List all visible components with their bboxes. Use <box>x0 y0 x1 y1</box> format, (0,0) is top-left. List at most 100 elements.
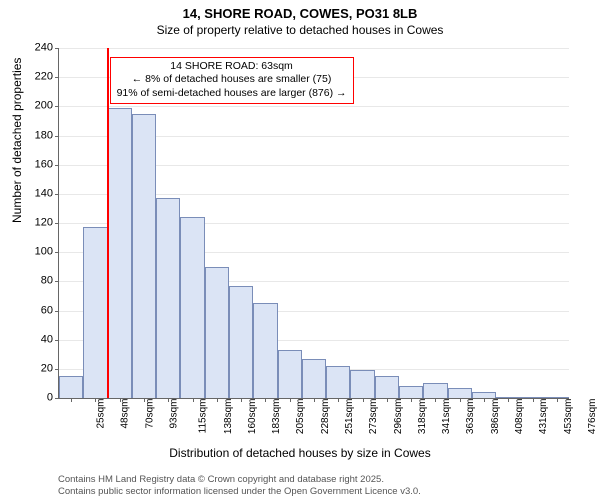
ytick-label: 180 <box>13 130 53 141</box>
histogram-bar <box>278 350 302 398</box>
ytick-mark <box>55 194 59 195</box>
xtick-mark <box>168 398 169 402</box>
histogram-bar <box>399 386 423 398</box>
xtick-label: 48sqm <box>120 399 131 429</box>
gridline <box>59 48 569 49</box>
xtick-mark <box>71 398 72 402</box>
ytick-mark <box>55 165 59 166</box>
xtick-label: 251sqm <box>344 399 355 435</box>
ytick-label: 120 <box>13 218 53 229</box>
histogram-bar <box>108 108 132 398</box>
xtick-label: 453sqm <box>563 399 574 435</box>
marker-line <box>107 48 109 398</box>
xtick-mark <box>484 398 485 402</box>
xtick-label: 138sqm <box>223 399 234 435</box>
ytick-mark <box>55 252 59 253</box>
annotation-line: 14 SHORE ROAD: 63sqm <box>117 60 347 74</box>
xtick-label: 228sqm <box>320 399 331 435</box>
histogram-bar <box>156 198 180 398</box>
ytick-label: 80 <box>13 276 53 287</box>
xtick-mark <box>435 398 436 402</box>
ytick-mark <box>55 398 59 399</box>
ytick-label: 240 <box>13 43 53 54</box>
annotation-line: 91% of semi-detached houses are larger (… <box>117 87 347 101</box>
histogram-bar <box>375 376 399 398</box>
ytick-mark <box>55 136 59 137</box>
xtick-label: 408sqm <box>514 399 525 435</box>
xtick-mark <box>508 398 509 402</box>
annotation-line: ← 8% of detached houses are smaller (75) <box>117 73 347 87</box>
xtick-mark <box>265 398 266 402</box>
chart-subtitle: Size of property relative to detached ho… <box>0 23 600 39</box>
chart-title: 14, SHORE ROAD, COWES, PO31 8LB <box>0 0 600 23</box>
annotation-box: 14 SHORE ROAD: 63sqm← 8% of detached hou… <box>110 57 354 104</box>
xtick-mark <box>363 398 364 402</box>
histogram-bar <box>302 359 326 398</box>
histogram-bar <box>448 388 472 398</box>
xtick-mark <box>533 398 534 402</box>
ytick-label: 60 <box>13 305 53 316</box>
xtick-label: 476sqm <box>587 399 598 435</box>
xtick-label: 70sqm <box>144 399 155 429</box>
chart-container: 14, SHORE ROAD, COWES, PO31 8LB Size of … <box>0 0 600 500</box>
xtick-label: 183sqm <box>271 399 282 435</box>
histogram-bar <box>350 370 374 398</box>
xtick-mark <box>144 398 145 402</box>
histogram-bar <box>180 217 204 398</box>
footer-line-2: Contains public sector information licen… <box>58 486 421 498</box>
ytick-mark <box>55 77 59 78</box>
xtick-mark <box>241 398 242 402</box>
xtick-label: 341sqm <box>441 399 452 435</box>
xtick-mark <box>193 398 194 402</box>
xtick-label: 93sqm <box>169 399 180 429</box>
ytick-label: 100 <box>13 247 53 258</box>
xtick-label: 160sqm <box>247 399 258 435</box>
ytick-label: 140 <box>13 188 53 199</box>
histogram-bar <box>205 267 229 398</box>
plot-area: 02040608010012014016018020022024025sqm48… <box>58 48 569 399</box>
xtick-label: 431sqm <box>538 399 549 435</box>
ytick-mark <box>55 369 59 370</box>
histogram-bar <box>253 303 277 398</box>
ytick-label: 200 <box>13 101 53 112</box>
ytick-mark <box>55 281 59 282</box>
x-axis-label: Distribution of detached houses by size … <box>0 446 600 460</box>
xtick-mark <box>338 398 339 402</box>
ytick-mark <box>55 340 59 341</box>
ytick-mark <box>55 48 59 49</box>
ytick-label: 160 <box>13 159 53 170</box>
xtick-mark <box>290 398 291 402</box>
xtick-label: 363sqm <box>466 399 477 435</box>
ytick-mark <box>55 311 59 312</box>
footer-attribution: Contains HM Land Registry data © Crown c… <box>58 474 421 498</box>
xtick-mark <box>120 398 121 402</box>
histogram-bar <box>229 286 253 398</box>
xtick-label: 296sqm <box>393 399 404 435</box>
xtick-label: 386sqm <box>490 399 501 435</box>
xtick-mark <box>557 398 558 402</box>
xtick-mark <box>217 398 218 402</box>
xtick-mark <box>411 398 412 402</box>
histogram-bar <box>326 366 350 398</box>
ytick-label: 0 <box>13 393 53 404</box>
xtick-label: 115sqm <box>198 399 209 434</box>
xtick-mark <box>460 398 461 402</box>
xtick-label: 205sqm <box>296 399 307 435</box>
ytick-label: 220 <box>13 72 53 83</box>
xtick-label: 25sqm <box>96 399 107 429</box>
xtick-mark <box>95 398 96 402</box>
xtick-mark <box>314 398 315 402</box>
plot-wrap: 02040608010012014016018020022024025sqm48… <box>58 48 568 398</box>
histogram-bar <box>132 114 156 398</box>
gridline <box>59 106 569 107</box>
ytick-label: 40 <box>13 334 53 345</box>
footer-line-1: Contains HM Land Registry data © Crown c… <box>58 474 421 486</box>
histogram-bar <box>423 383 447 398</box>
xtick-label: 273sqm <box>368 399 379 435</box>
ytick-label: 20 <box>13 363 53 374</box>
xtick-mark <box>387 398 388 402</box>
histogram-bar <box>83 227 107 398</box>
ytick-mark <box>55 106 59 107</box>
xtick-label: 318sqm <box>417 399 428 435</box>
histogram-bar <box>59 376 83 398</box>
